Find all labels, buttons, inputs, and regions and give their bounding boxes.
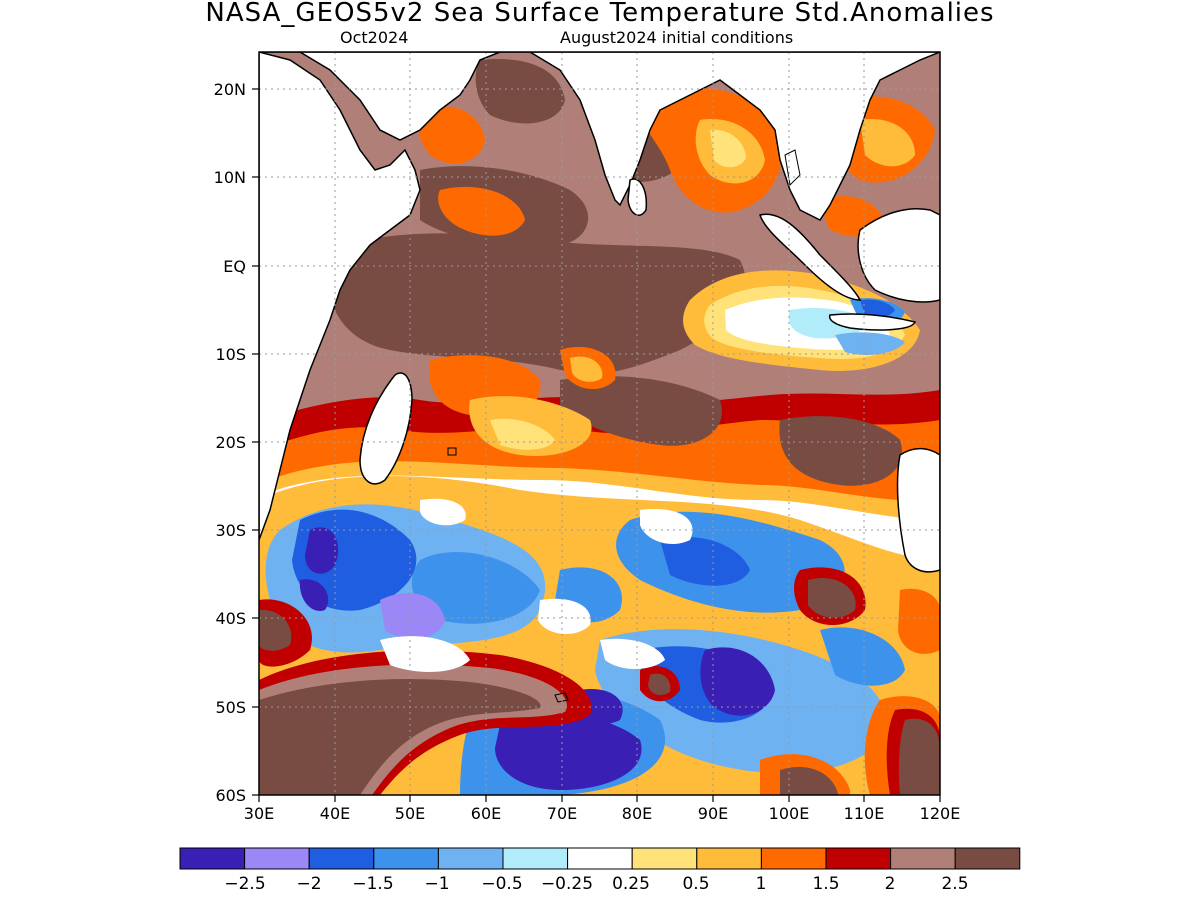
y-tick-label: 10S <box>215 345 246 364</box>
x-tick-label: 70E <box>547 804 577 823</box>
colorbar-labels: −2.5 −2 −1.5 −1 −0.5 −0.25 0.25 0.5 1 1.… <box>224 874 968 894</box>
colorbar-swatch <box>244 847 310 870</box>
colorbar-swatch <box>760 847 827 870</box>
x-tick-label: 60E <box>471 804 501 823</box>
colorbar-swatch <box>437 847 504 870</box>
colorbar-swatch <box>502 847 569 870</box>
y-tick-label: EQ <box>223 257 246 276</box>
x-tick-label: 80E <box>622 804 652 823</box>
x-tick-label: 50E <box>395 804 425 823</box>
colorbar-label: −1.5 <box>352 874 393 894</box>
x-tick-label: 110E <box>844 804 885 823</box>
colorbar-label: −2 <box>296 874 321 894</box>
anomaly-field <box>259 52 940 795</box>
initial-conditions-label: August2024 initial conditions <box>560 28 794 47</box>
x-tick-label: 120E <box>920 804 961 823</box>
x-tick-label: 40E <box>320 804 350 823</box>
colorbar-swatch <box>825 847 892 870</box>
plot-title: NASA_GEOS5v2 Sea Surface Temperature Std… <box>205 0 995 28</box>
colorbar-swatch <box>631 847 698 870</box>
colorbar-label: 2 <box>885 874 896 894</box>
colorbar-label: −0.5 <box>481 874 522 894</box>
colorbar-swatch <box>954 847 1021 870</box>
y-tick-label: 10N <box>214 168 246 187</box>
graticule <box>259 52 940 795</box>
colorbar-swatch <box>179 847 246 870</box>
y-tick-label: 20N <box>214 80 246 99</box>
y-tick-label: 20S <box>215 433 246 452</box>
colorbar-label: −2.5 <box>224 874 265 894</box>
colorbar-swatch <box>890 847 956 870</box>
x-tick-label: 100E <box>769 804 810 823</box>
y-axis: 20N 10N EQ 10S 20S 30S 40S 50S 60S <box>214 80 259 805</box>
colorbar-label: 2.5 <box>941 874 968 894</box>
map-frame <box>258 51 941 796</box>
colorbar-label: 0.25 <box>612 874 650 894</box>
colorbar-label: 1.5 <box>812 874 839 894</box>
x-tick-label: 30E <box>244 804 274 823</box>
y-tick-label: 40S <box>215 609 246 628</box>
x-axis: 30E 40E 50E 60E 70E 80E 90E 100E 110E 12… <box>244 795 961 823</box>
colorbar-swatch <box>308 847 375 870</box>
y-tick-label: 30S <box>215 521 246 540</box>
colorbar-swatch <box>696 847 762 870</box>
y-tick-label: 50S <box>215 698 246 717</box>
colorbar <box>179 847 1021 870</box>
colorbar-swatch <box>567 847 633 870</box>
colorbar-label: 1 <box>756 874 767 894</box>
forecast-month-label: Oct2024 <box>340 28 409 47</box>
colorbar-label: −0.25 <box>541 874 593 894</box>
colorbar-swatch <box>373 847 439 870</box>
y-tick-label: 60S <box>215 786 246 805</box>
colorbar-label: −1 <box>424 874 449 894</box>
x-tick-label: 90E <box>698 804 728 823</box>
colorbar-label: 0.5 <box>682 874 709 894</box>
